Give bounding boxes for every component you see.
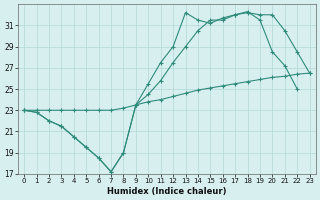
X-axis label: Humidex (Indice chaleur): Humidex (Indice chaleur) [107,187,227,196]
